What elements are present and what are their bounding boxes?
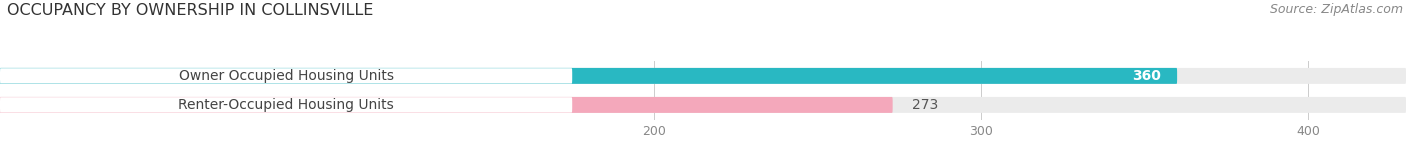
FancyBboxPatch shape <box>0 97 893 113</box>
Text: 273: 273 <box>912 98 939 112</box>
Text: Renter-Occupied Housing Units: Renter-Occupied Housing Units <box>179 98 394 112</box>
FancyBboxPatch shape <box>0 68 572 84</box>
FancyBboxPatch shape <box>0 97 572 113</box>
FancyBboxPatch shape <box>0 68 1406 84</box>
FancyBboxPatch shape <box>0 68 1177 84</box>
Text: Owner Occupied Housing Units: Owner Occupied Housing Units <box>179 69 394 83</box>
FancyBboxPatch shape <box>0 97 1406 113</box>
Text: Source: ZipAtlas.com: Source: ZipAtlas.com <box>1270 3 1403 16</box>
Text: OCCUPANCY BY OWNERSHIP IN COLLINSVILLE: OCCUPANCY BY OWNERSHIP IN COLLINSVILLE <box>7 3 374 18</box>
Text: 360: 360 <box>1132 69 1161 83</box>
